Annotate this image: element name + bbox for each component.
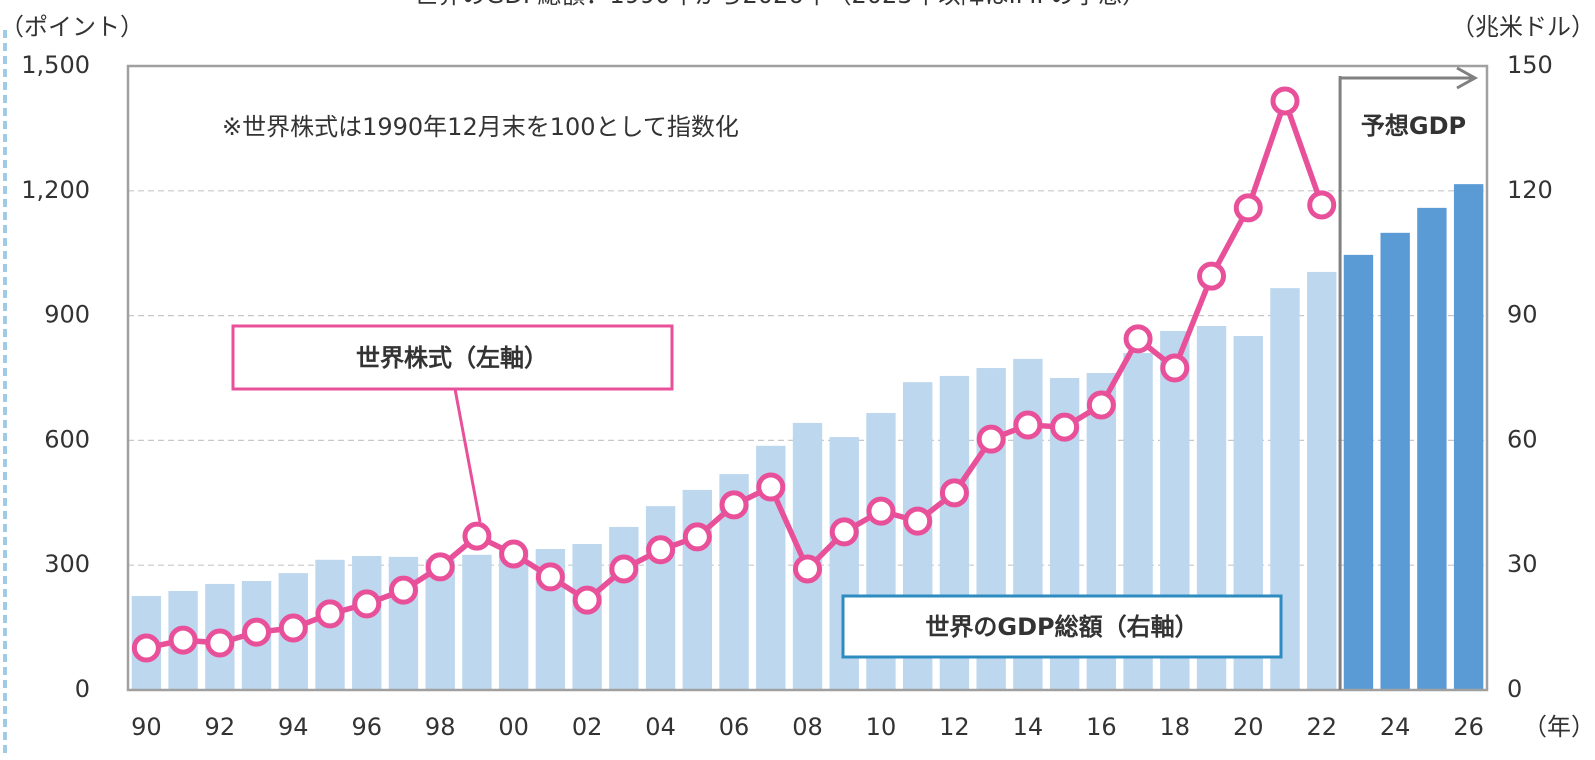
point <box>499 539 529 569</box>
bar <box>645 506 676 690</box>
bar <box>1417 207 1447 690</box>
y2-tick-label: 60 <box>1507 425 1538 453</box>
point <box>1086 390 1116 420</box>
point <box>866 496 896 526</box>
x-tick-label: 14 <box>1013 713 1044 741</box>
y-tick-label: 1,500 <box>21 51 90 79</box>
x-tick-label: 04 <box>645 713 676 741</box>
x-tick-label: 94 <box>278 713 309 741</box>
y2-tick-label: 90 <box>1507 301 1538 329</box>
point <box>388 575 418 605</box>
chart-title: 世界のGDP総額：1990年から2026年（2023年以降はIMFの予想） <box>414 0 1146 9</box>
label-box <box>231 324 674 391</box>
point <box>719 490 749 520</box>
bar <box>1343 254 1374 690</box>
point <box>462 521 492 551</box>
series-label: 世界のGDP総額（右軸） <box>925 613 1198 641</box>
y2-tick-label: 120 <box>1507 176 1553 204</box>
point <box>646 535 676 565</box>
point <box>1233 193 1263 223</box>
point <box>315 599 345 629</box>
x-tick-label: 18 <box>1160 713 1191 741</box>
bar <box>609 526 639 690</box>
x-tick-label: 90 <box>131 713 162 741</box>
x-tick-label: 26 <box>1453 713 1484 741</box>
point <box>756 472 786 502</box>
point <box>535 562 565 592</box>
point <box>1160 353 1190 383</box>
point <box>352 589 382 619</box>
plot-frame <box>126 64 1489 692</box>
forecast-label: 予想GDP <box>1361 112 1466 140</box>
x-tick-label: 98 <box>425 713 456 741</box>
x-axis-label: （年） <box>1523 713 1595 741</box>
y-tick-label: 1,200 <box>21 176 90 204</box>
y-axis-label: （ポイント） <box>0 13 144 41</box>
x-tick-label: 10 <box>866 713 897 741</box>
point <box>609 554 639 584</box>
annotation: ※世界株式は1990年12月末を100として指数化 <box>222 113 739 141</box>
y2-tick-label: 0 <box>1507 675 1522 703</box>
point <box>1050 412 1080 442</box>
point <box>205 628 235 658</box>
bar <box>1380 232 1410 691</box>
x-tick-label: 22 <box>1306 713 1337 741</box>
bar <box>1307 271 1337 690</box>
bar <box>352 556 382 690</box>
point <box>903 506 933 536</box>
point <box>572 585 602 615</box>
point <box>1013 410 1043 440</box>
point <box>168 625 198 655</box>
label-box <box>841 594 1283 659</box>
bar <box>572 543 602 690</box>
y-tick-label: 900 <box>44 301 90 329</box>
point <box>682 522 712 552</box>
x-tick-label: 12 <box>939 713 970 741</box>
point <box>425 552 455 582</box>
bar <box>498 549 529 690</box>
x-tick-label: 92 <box>205 713 236 741</box>
bar <box>1453 184 1484 691</box>
forecast-arrowhead <box>1456 66 1479 90</box>
point <box>1270 86 1300 116</box>
point <box>1197 261 1227 291</box>
y2-tick-label: 30 <box>1507 550 1538 578</box>
x-tick-label: 96 <box>351 713 382 741</box>
point <box>242 617 272 647</box>
x-tick-label: 24 <box>1380 713 1411 741</box>
point <box>829 517 859 547</box>
point <box>131 633 161 663</box>
x-tick-label: 16 <box>1086 713 1117 741</box>
point <box>939 478 969 508</box>
y-tick-label: 0 <box>75 675 90 703</box>
callout <box>453 388 482 523</box>
point <box>793 554 822 584</box>
bar <box>462 554 492 690</box>
point <box>976 424 1006 454</box>
x-tick-label: 08 <box>792 713 823 741</box>
x-tick-label: 20 <box>1233 713 1264 741</box>
x-tick-label: 02 <box>572 713 603 741</box>
y2-tick-label: 150 <box>1507 51 1553 79</box>
y-tick-label: 300 <box>44 550 90 578</box>
point <box>278 613 308 643</box>
bar <box>682 489 713 690</box>
point <box>1307 190 1337 220</box>
x-tick-label: 06 <box>719 713 750 741</box>
y2-axis-label: （兆米ドル） <box>1451 13 1595 41</box>
series-label: 世界株式（左軸） <box>356 344 548 372</box>
y-tick-label: 600 <box>44 425 90 453</box>
x-tick-label: 00 <box>498 713 529 741</box>
point <box>1123 324 1153 354</box>
